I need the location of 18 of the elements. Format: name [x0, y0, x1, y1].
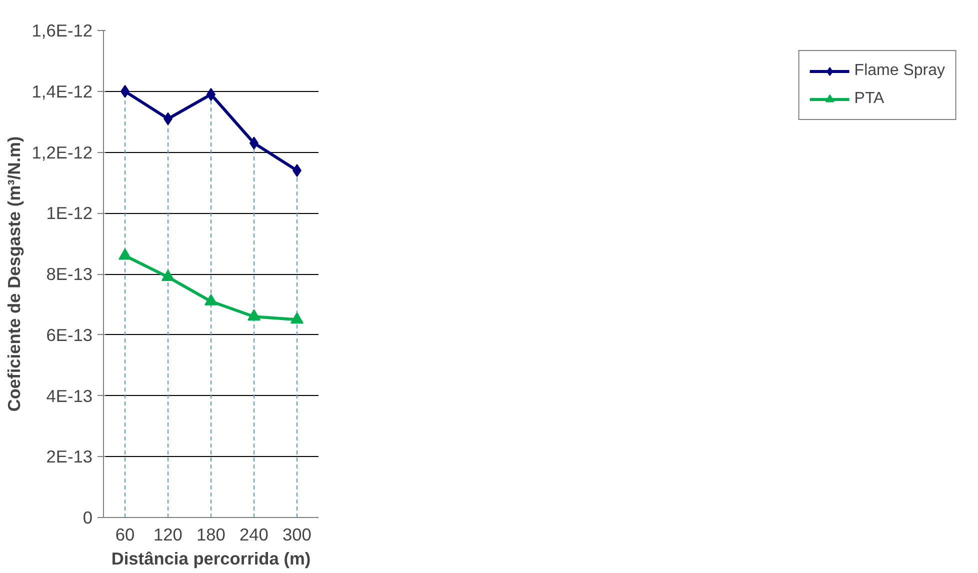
- x-tick-label: 180: [196, 524, 226, 544]
- x-tick-label: 240: [240, 524, 268, 544]
- y-tick-label: 1,2E-12: [32, 142, 93, 162]
- x-tick-label: 300: [282, 524, 312, 544]
- y-tick-label: 8E-13: [46, 264, 93, 284]
- y-tick-label: 2E-13: [46, 446, 93, 467]
- x-tick-label: 120: [154, 524, 182, 544]
- y-tick-label: 1E-12: [46, 203, 93, 224]
- x-tick-label: 60: [115, 524, 135, 544]
- x-axis-title: Distância percorrida (m): [111, 548, 311, 568]
- y-tick-label: 1,6E-12: [32, 20, 93, 40]
- y-tick-label: 4E-13: [46, 386, 93, 406]
- legend-label: Flame Spray: [854, 62, 945, 80]
- y-tick-label: 0: [82, 508, 93, 528]
- legend-label: PTA: [854, 90, 884, 108]
- y-tick-label: 6E-13: [46, 324, 93, 345]
- y-axis-title: Coeficiente de Desgaste (m³/N.m): [4, 136, 24, 412]
- y-tick-label: 1,4E-12: [32, 81, 93, 102]
